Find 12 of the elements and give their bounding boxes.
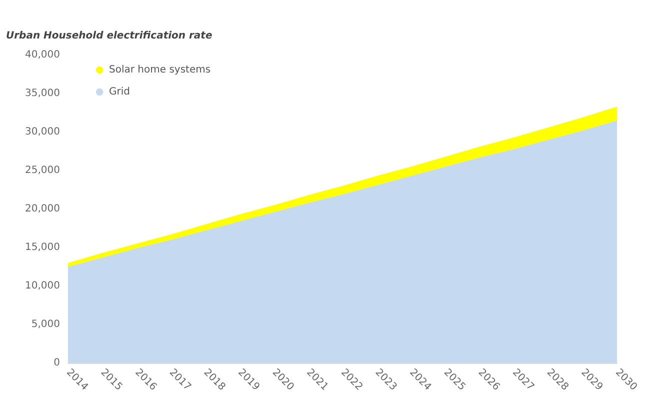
y-tick-label: 20,000 bbox=[25, 204, 60, 214]
y-tick-label: 35,000 bbox=[25, 88, 60, 99]
legend-label: Grid bbox=[109, 86, 130, 98]
y-tick-label: 5,000 bbox=[31, 319, 60, 330]
y-axis-title: Urban Household electrification rate bbox=[6, 30, 212, 42]
y-tick-label: 40,000 bbox=[25, 50, 60, 60]
y-tick-label: 0 bbox=[54, 358, 60, 368]
legend-label: Solar home systems bbox=[109, 64, 211, 76]
y-tick-label: 15,000 bbox=[25, 242, 60, 253]
y-tick-label: 25,000 bbox=[25, 165, 60, 176]
y-tick-label: 30,000 bbox=[25, 126, 60, 138]
y-tick-label: 10,000 bbox=[25, 280, 60, 292]
